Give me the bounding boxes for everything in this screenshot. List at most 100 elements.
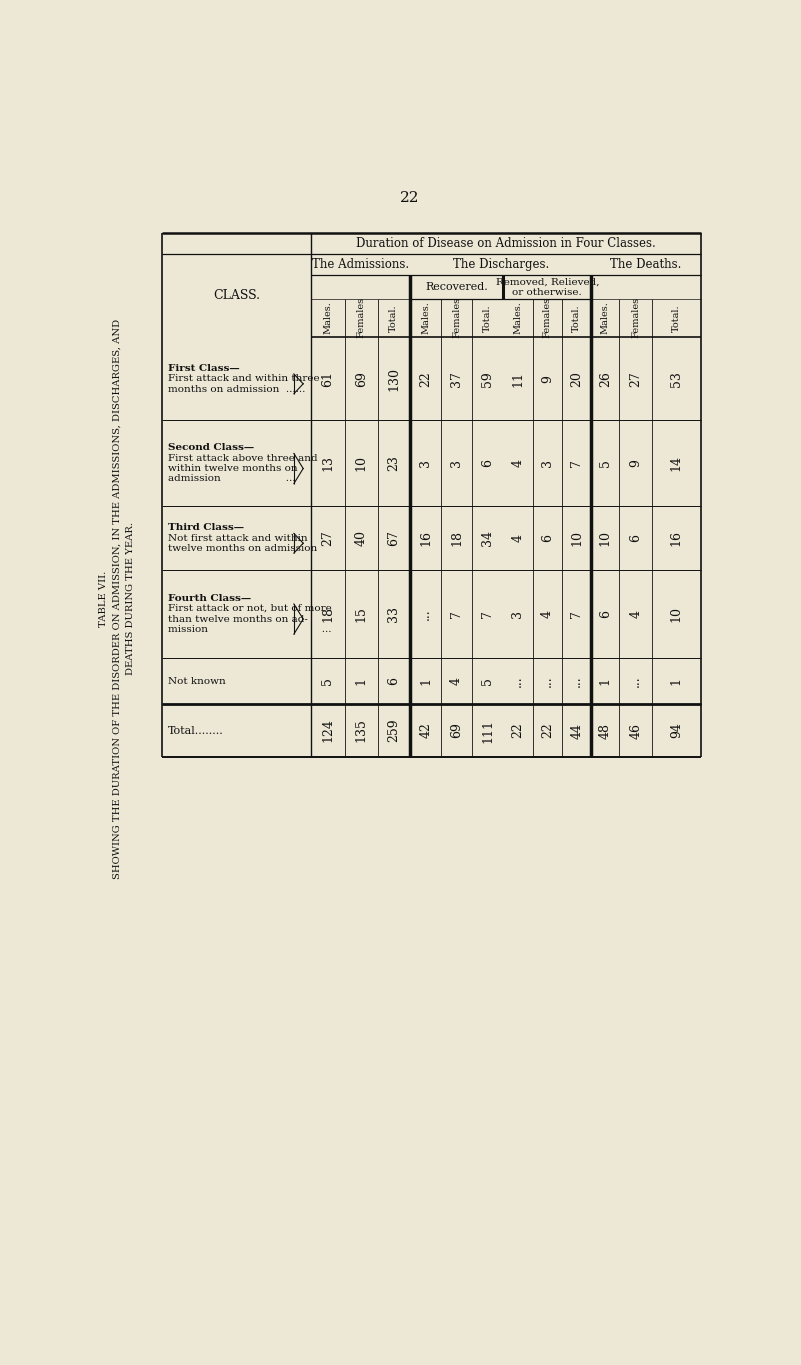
- Text: 18: 18: [321, 606, 335, 622]
- Text: 22: 22: [419, 371, 432, 386]
- Text: First Class—: First Class—: [167, 363, 239, 373]
- Text: CLASS.: CLASS.: [213, 289, 260, 302]
- Text: mission                                   ...: mission ...: [167, 625, 331, 633]
- Text: 13: 13: [321, 456, 335, 471]
- Text: 130: 130: [388, 367, 400, 390]
- Text: Recovered.: Recovered.: [425, 283, 488, 292]
- Text: 15: 15: [355, 606, 368, 622]
- Text: 69: 69: [355, 371, 368, 386]
- Text: 22: 22: [541, 722, 553, 738]
- Text: admission                    ...: admission ...: [167, 475, 295, 483]
- Text: Females: Females: [452, 298, 461, 339]
- Text: 3: 3: [511, 610, 525, 618]
- Text: 59: 59: [481, 371, 494, 386]
- Text: 69: 69: [450, 722, 463, 738]
- Text: 3: 3: [419, 460, 432, 467]
- Text: 4: 4: [511, 534, 525, 542]
- Text: 1: 1: [599, 677, 612, 685]
- Text: 5: 5: [481, 677, 494, 685]
- Text: 9: 9: [541, 374, 553, 382]
- Text: The Admissions.: The Admissions.: [312, 258, 409, 272]
- Text: 5: 5: [321, 677, 335, 685]
- Text: 5: 5: [599, 460, 612, 467]
- Text: 18: 18: [450, 530, 463, 546]
- Text: 6: 6: [388, 677, 400, 685]
- Text: 46: 46: [629, 722, 642, 738]
- Text: 67: 67: [388, 530, 400, 546]
- Text: 10: 10: [570, 530, 583, 546]
- Text: Males.: Males.: [513, 302, 522, 334]
- Text: 6: 6: [541, 534, 553, 542]
- Text: 44: 44: [570, 722, 583, 738]
- Text: Not first attack and within: Not first attack and within: [167, 534, 307, 542]
- Text: Total........: Total........: [167, 726, 223, 736]
- Text: First attack and within three: First attack and within three: [167, 374, 319, 384]
- Text: 7: 7: [570, 610, 583, 618]
- Text: Males.: Males.: [421, 302, 430, 334]
- Text: 4: 4: [450, 677, 463, 685]
- Text: Third Class—: Third Class—: [167, 523, 244, 532]
- Text: 94: 94: [670, 722, 682, 738]
- Text: 27: 27: [321, 530, 335, 546]
- Text: First attack above three and: First attack above three and: [167, 453, 317, 463]
- Text: 7: 7: [450, 610, 463, 618]
- Text: 23: 23: [388, 456, 400, 471]
- Text: ...: ...: [511, 676, 525, 687]
- Text: 6: 6: [629, 534, 642, 542]
- Text: 26: 26: [599, 371, 612, 386]
- Text: 27: 27: [629, 371, 642, 386]
- Text: 20: 20: [570, 371, 583, 386]
- Text: 9: 9: [629, 460, 642, 467]
- Text: 4: 4: [511, 460, 525, 467]
- Text: 1: 1: [419, 677, 432, 685]
- Text: 111: 111: [481, 718, 494, 743]
- Text: 3: 3: [450, 460, 463, 467]
- Text: Females: Females: [631, 298, 640, 339]
- Text: Females: Females: [356, 298, 366, 339]
- Text: 135: 135: [355, 718, 368, 743]
- Text: 16: 16: [670, 530, 682, 546]
- Text: 40: 40: [355, 530, 368, 546]
- Text: ...: ...: [570, 676, 583, 687]
- Text: 259: 259: [388, 719, 400, 743]
- Text: 6: 6: [599, 610, 612, 618]
- Text: 7: 7: [481, 610, 494, 618]
- Text: Fourth Class—: Fourth Class—: [167, 594, 251, 603]
- Text: 10: 10: [670, 606, 682, 622]
- Text: than twelve months on ad-: than twelve months on ad-: [167, 614, 308, 624]
- Text: Males.: Males.: [324, 302, 332, 334]
- Text: 6: 6: [481, 460, 494, 467]
- Text: 22: 22: [511, 722, 525, 738]
- Text: 42: 42: [419, 722, 432, 738]
- Text: 16: 16: [419, 530, 432, 546]
- Text: 4: 4: [629, 610, 642, 618]
- Text: 1: 1: [355, 677, 368, 685]
- Text: 11: 11: [511, 371, 525, 386]
- Text: Total.: Total.: [572, 304, 582, 332]
- Text: Total.: Total.: [483, 304, 492, 332]
- Text: twelve months on admission: twelve months on admission: [167, 543, 317, 553]
- Text: 34: 34: [481, 530, 494, 546]
- Text: 14: 14: [670, 456, 682, 471]
- Text: Females: Females: [543, 298, 552, 339]
- Text: First attack or not, but of more: First attack or not, but of more: [167, 605, 332, 613]
- Text: 22: 22: [400, 191, 420, 206]
- Text: Duration of Disease on Admission in Four Classes.: Duration of Disease on Admission in Four…: [356, 238, 656, 250]
- Text: 53: 53: [670, 371, 682, 386]
- Text: 124: 124: [321, 718, 335, 743]
- Text: Total.: Total.: [389, 304, 398, 332]
- Text: 10: 10: [355, 456, 368, 471]
- Text: ...: ...: [541, 676, 553, 687]
- Text: 7: 7: [570, 460, 583, 467]
- Text: or otherwise.: or otherwise.: [513, 288, 582, 298]
- Text: Second Class—: Second Class—: [167, 444, 254, 452]
- Text: 4: 4: [541, 610, 553, 618]
- Text: ...: ...: [419, 607, 432, 620]
- Text: months on admission  ......: months on admission ......: [167, 385, 305, 393]
- Text: 61: 61: [321, 371, 335, 386]
- Text: TABLE VII.
SHOWING THE DURATION OF THE DISORDER ON ADMISSION, IN THE ADMISSIONS,: TABLE VII. SHOWING THE DURATION OF THE D…: [99, 319, 135, 879]
- Text: 33: 33: [388, 606, 400, 622]
- Text: Total.: Total.: [672, 304, 681, 332]
- Text: Removed, Relieved,: Removed, Relieved,: [496, 278, 599, 287]
- Text: within twelve months on: within twelve months on: [167, 464, 297, 474]
